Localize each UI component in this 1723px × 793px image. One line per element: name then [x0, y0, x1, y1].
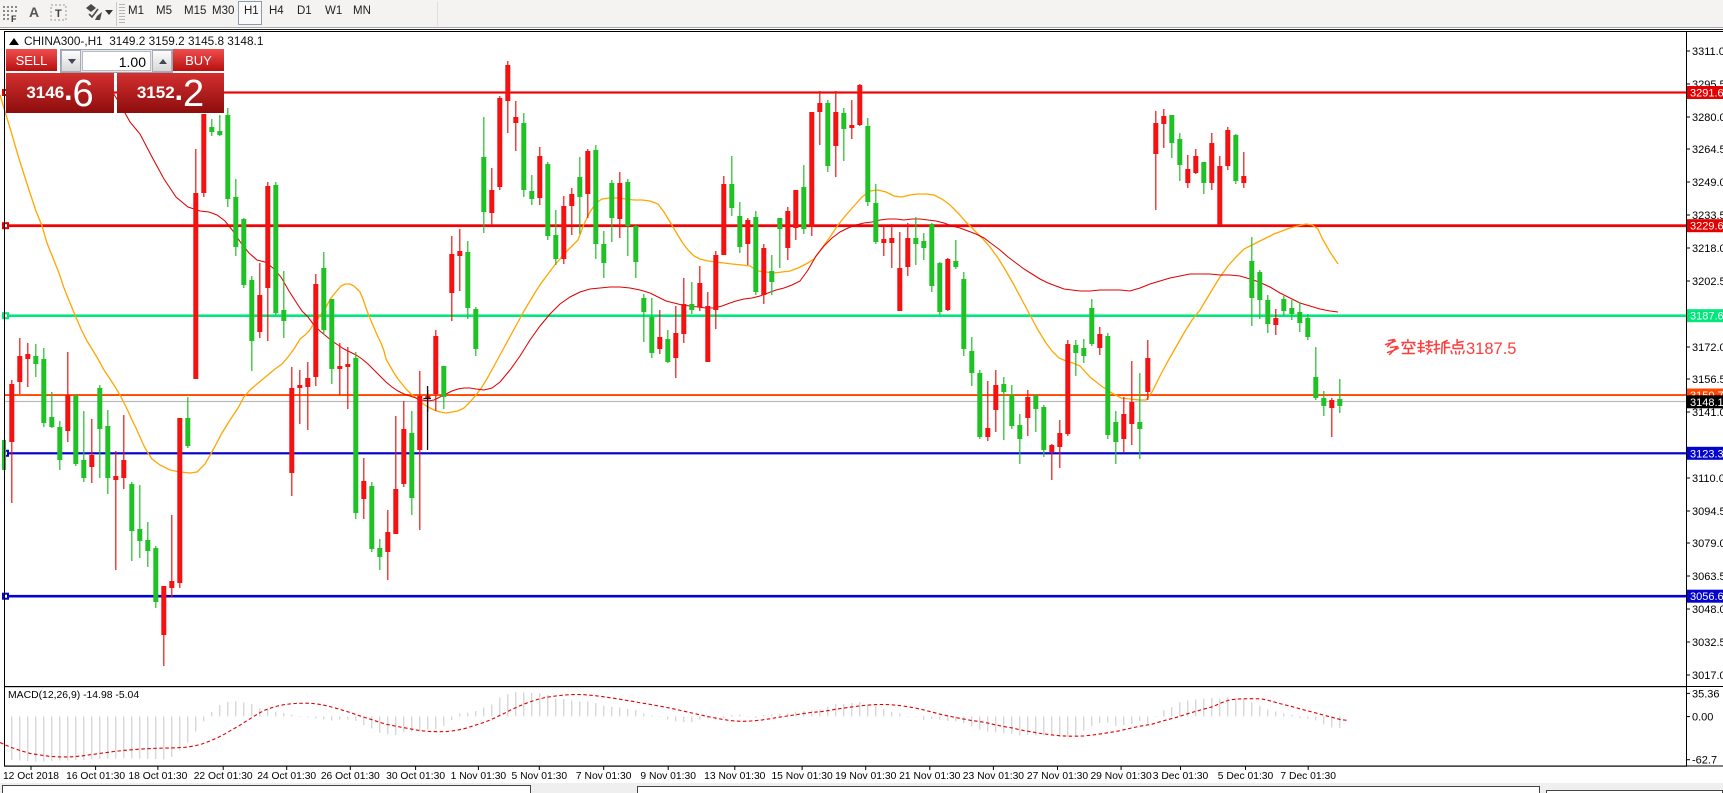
svg-text:3032.5: 3032.5 — [1692, 637, 1723, 649]
svg-text:3264.5: 3264.5 — [1692, 144, 1723, 156]
svg-text:3048.0: 3048.0 — [1692, 604, 1723, 616]
svg-text:F: F — [11, 14, 17, 23]
svg-text:24 Oct 01:30: 24 Oct 01:30 — [257, 771, 316, 782]
svg-text:3249.0: 3249.0 — [1692, 177, 1723, 189]
svg-text:29 Nov 01:30: 29 Nov 01:30 — [1090, 771, 1152, 782]
svg-text:3187.5: 3187.5 — [1466, 340, 1516, 358]
svg-text:5 Dec 01:30: 5 Dec 01:30 — [1218, 771, 1274, 782]
svg-text:3233.5: 3233.5 — [1692, 210, 1723, 222]
svg-text:3291.6: 3291.6 — [1690, 88, 1723, 100]
svg-text:3187.6: 3187.6 — [1690, 311, 1723, 323]
svg-text:3123.3: 3123.3 — [1690, 448, 1723, 460]
svg-text:27 Nov 01:30: 27 Nov 01:30 — [1027, 771, 1089, 782]
svg-text:35.36: 35.36 — [1692, 688, 1720, 700]
svg-text:3 Dec 01:30: 3 Dec 01:30 — [1153, 771, 1209, 782]
svg-text:3229.6: 3229.6 — [1690, 221, 1723, 233]
svg-text:13 Nov 01:30: 13 Nov 01:30 — [704, 771, 766, 782]
svg-text:3311.0: 3311.0 — [1692, 46, 1723, 58]
svg-text:MACD(12,26,9) -14.98 -5.04: MACD(12,26,9) -14.98 -5.04 — [8, 690, 139, 701]
svg-text:-62.7: -62.7 — [1692, 755, 1717, 767]
svg-text:3156.5: 3156.5 — [1692, 374, 1723, 386]
svg-text:18 Oct 01:30: 18 Oct 01:30 — [128, 771, 187, 782]
svg-text:12 Oct 2018: 12 Oct 2018 — [3, 771, 59, 782]
svg-text:9 Nov 01:30: 9 Nov 01:30 — [640, 771, 696, 782]
svg-text:3218.0: 3218.0 — [1692, 243, 1723, 255]
svg-text:22 Oct 01:30: 22 Oct 01:30 — [194, 771, 253, 782]
svg-text:3094.5: 3094.5 — [1692, 506, 1723, 518]
svg-text:19 Nov 01:30: 19 Nov 01:30 — [835, 771, 897, 782]
svg-text:0.00: 0.00 — [1692, 712, 1713, 724]
svg-text:15 Nov 01:30: 15 Nov 01:30 — [771, 771, 833, 782]
svg-text:7 Dec 01:30: 7 Dec 01:30 — [1280, 771, 1336, 782]
svg-text:30 Oct 01:30: 30 Oct 01:30 — [386, 771, 445, 782]
svg-text:3141.0: 3141.0 — [1692, 407, 1723, 419]
svg-text:3063.5: 3063.5 — [1692, 571, 1723, 583]
svg-text:7 Nov 01:30: 7 Nov 01:30 — [576, 771, 632, 782]
svg-text:16 Oct 01:30: 16 Oct 01:30 — [66, 771, 125, 782]
svg-text:26 Oct 01:30: 26 Oct 01:30 — [321, 771, 380, 782]
svg-text:3110.0: 3110.0 — [1692, 473, 1723, 485]
svg-text:3280.0: 3280.0 — [1692, 112, 1723, 124]
svg-text:5 Nov 01:30: 5 Nov 01:30 — [512, 771, 568, 782]
svg-text:3079.0: 3079.0 — [1692, 538, 1723, 550]
svg-text:3148.1: 3148.1 — [1690, 397, 1723, 409]
svg-text:3056.6: 3056.6 — [1690, 591, 1723, 603]
svg-text:T: T — [55, 8, 62, 20]
svg-text:23 Nov 01:30: 23 Nov 01:30 — [963, 771, 1025, 782]
svg-text:3172.0: 3172.0 — [1692, 342, 1723, 354]
svg-text:3017.0: 3017.0 — [1692, 670, 1723, 682]
svg-text:1 Nov 01:30: 1 Nov 01:30 — [451, 771, 507, 782]
svg-text:21 Nov 01:30: 21 Nov 01:30 — [899, 771, 961, 782]
svg-text:3202.5: 3202.5 — [1692, 276, 1723, 288]
